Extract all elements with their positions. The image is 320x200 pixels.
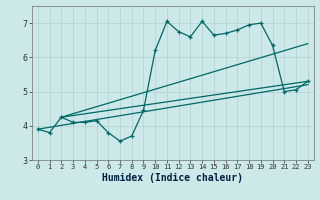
X-axis label: Humidex (Indice chaleur): Humidex (Indice chaleur): [102, 173, 243, 183]
